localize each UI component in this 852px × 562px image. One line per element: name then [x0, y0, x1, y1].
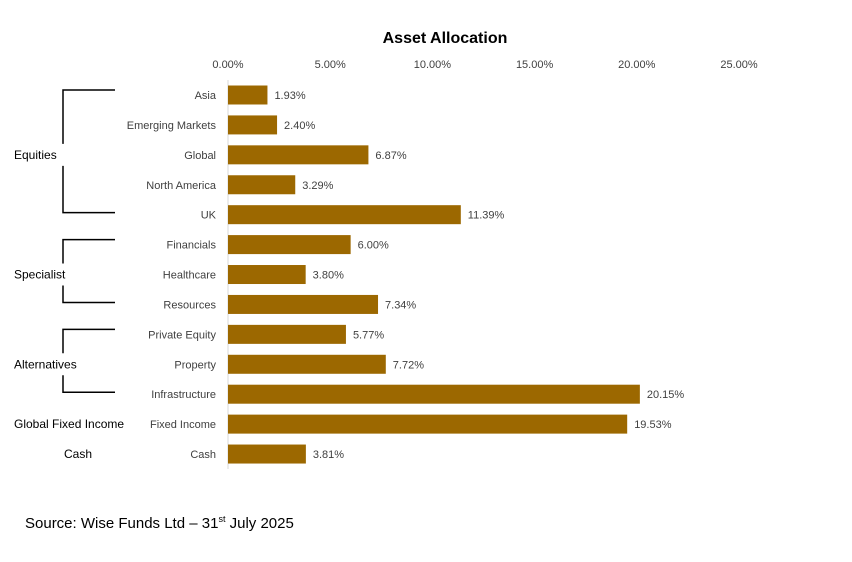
value-label: 6.87% [375, 150, 406, 162]
x-tick-label: 15.00% [516, 59, 554, 71]
category-label: Global [184, 150, 216, 162]
category-label: Asia [195, 90, 217, 102]
value-labels: 1.93% 2.40% 6.87% 3.29% 11.39% 6.00% 3.80% 7.34… [274, 90, 684, 461]
group-bracket [62, 165, 115, 214]
category-label: Fixed Income [150, 419, 216, 431]
asset-allocation-chart: Asset Allocation 0.00% 5.00% 10.00% 15.00% 2… [14, 30, 758, 470]
bar [228, 294, 379, 314]
bar [228, 265, 306, 285]
bars [228, 85, 640, 464]
x-tick-label: 0.00% [212, 59, 243, 71]
value-label: 1.93% [274, 90, 305, 102]
group-label: Global Fixed Income [14, 417, 124, 431]
group-label: Specialist [14, 268, 66, 282]
x-tick-label: 25.00% [720, 59, 758, 71]
category-label: Cash [190, 449, 216, 461]
group-bracket [62, 328, 115, 354]
group-bracket [62, 375, 115, 393]
source-prefix: Source: Wise Funds Ltd – 31 [25, 515, 219, 532]
value-label: 3.81% [313, 449, 344, 461]
bar [228, 205, 461, 225]
category-label: North America [146, 180, 217, 192]
group-labels: Equities Specialist Alternatives Global Fix… [14, 148, 124, 461]
bar [228, 235, 351, 255]
group-label: Cash [64, 447, 92, 461]
value-label: 11.39% [468, 210, 505, 222]
category-label: Emerging Markets [127, 120, 217, 132]
x-axis-ticks: 0.00% 5.00% 10.00% 15.00% 20.00% 25.00% [212, 59, 757, 71]
bar [228, 384, 640, 404]
value-label: 5.77% [353, 329, 384, 341]
bar [228, 115, 278, 135]
value-label: 19.53% [634, 419, 672, 431]
source-suffix: July 2025 [225, 515, 294, 532]
group-brackets [62, 89, 115, 393]
value-label: 7.34% [385, 299, 416, 311]
category-label: Resources [163, 299, 216, 311]
group-bracket [62, 285, 115, 304]
category-labels: Asia Emerging Markets Global North America U… [127, 90, 217, 461]
x-tick-label: 5.00% [315, 59, 346, 71]
bar [228, 175, 296, 195]
source-note: Source: Wise Funds Ltd – 31st July 2025 [25, 514, 294, 532]
value-label: 6.00% [358, 240, 389, 252]
category-label: UK [201, 210, 217, 222]
category-label: Property [174, 359, 216, 371]
source-superscript: st [218, 514, 226, 524]
bar [228, 414, 628, 434]
category-label: Healthcare [163, 270, 216, 282]
group-label: Equities [14, 148, 57, 162]
group-bracket [62, 89, 115, 144]
category-label: Financials [166, 240, 216, 252]
value-label: 3.29% [302, 180, 333, 192]
bar [228, 145, 369, 165]
category-label: Infrastructure [151, 389, 216, 401]
value-label: 7.72% [393, 359, 424, 371]
bar [228, 85, 268, 105]
chart-title: Asset Allocation [383, 30, 508, 47]
value-label: 20.15% [647, 389, 685, 401]
bar [228, 354, 386, 374]
bar [228, 444, 306, 464]
group-label: Alternatives [14, 357, 77, 371]
bar [228, 324, 346, 344]
value-label: 3.80% [313, 270, 344, 282]
x-tick-label: 20.00% [618, 59, 656, 71]
value-label: 2.40% [284, 120, 315, 132]
category-label: Private Equity [148, 329, 216, 341]
group-bracket [62, 238, 115, 264]
x-tick-label: 10.00% [414, 59, 452, 71]
